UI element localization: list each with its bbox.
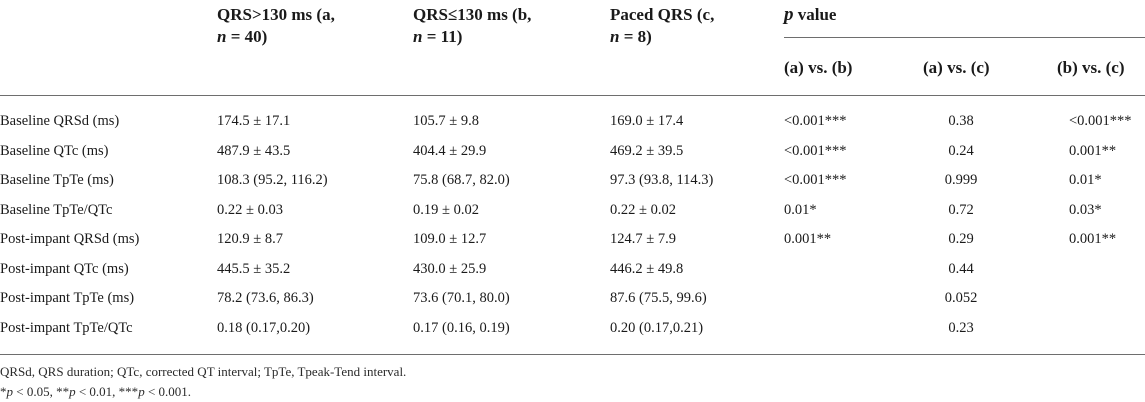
row-label: Post-impant TpTe/QTc <box>0 319 133 336</box>
row-label: Post-impant QRSd (ms) <box>0 231 140 247</box>
cell-col-a: 445.5 ± 35.2 <box>217 260 291 277</box>
row-label: Baseline TpTe/QTc <box>0 201 113 218</box>
row-label: Baseline QTc (ms) <box>0 142 109 159</box>
cell-col-c: 97.3 (93.8, 114.3) <box>610 172 714 188</box>
header-col-a-line2: n = 40) <box>217 27 268 46</box>
cell-a-vs-c: 0.29 <box>948 231 974 247</box>
subheader-b-vs-c: (b) vs. (c) <box>1057 58 1125 77</box>
cell-col-a: 120.9 ± 8.7 <box>217 231 283 247</box>
header-col-c-line1: Paced QRS (c, <box>610 5 715 24</box>
cell-col-a: 108.3 (95.2, 116.2) <box>217 172 328 188</box>
cell-b-vs-c: 0.001** <box>1069 231 1117 247</box>
cell-col-c: 446.2 ± 49.8 <box>610 260 684 277</box>
cell-a-vs-c: 0.999 <box>944 172 978 188</box>
header-pvalue: p value <box>784 4 837 25</box>
cell-a-vs-b: <0.001*** <box>784 113 847 129</box>
cell-col-a: 487.9 ± 43.5 <box>217 142 291 159</box>
cell-col-a: 78.2 (73.6, 86.3) <box>217 290 314 306</box>
cell-b-vs-c: 0.001** <box>1069 142 1117 159</box>
row-label: Baseline TpTe (ms) <box>0 172 114 188</box>
cell-col-a: 174.5 ± 17.1 <box>217 113 291 129</box>
cell-a-vs-b: 0.001** <box>784 231 832 247</box>
header-rule <box>0 95 1145 96</box>
cell-a-vs-c: 0.38 <box>948 113 974 129</box>
cell-a-vs-c: 0.23 <box>948 319 974 336</box>
row-label: Post-impant TpTe (ms) <box>0 290 135 306</box>
header-col-c-line2: n = 8) <box>610 27 652 46</box>
header-col-c: Paced QRS (c, n = 8) <box>610 4 714 48</box>
cell-col-b: 109.0 ± 12.7 <box>413 231 487 247</box>
pvalue-subheader-rule <box>784 37 1145 38</box>
header-col-b-line1: QRS≤130 ms (b, <box>413 5 532 24</box>
cell-col-c: 124.7 ± 7.9 <box>610 231 676 247</box>
row-label: Baseline QRSd (ms) <box>0 113 120 129</box>
cell-a-vs-c: 0.052 <box>944 290 978 306</box>
cell-a-vs-c: 0.44 <box>948 260 974 277</box>
cell-col-c: 169.0 ± 17.4 <box>610 113 684 129</box>
footnote-significance: *p < 0.05, **p < 0.01, ***p < 0.001. <box>0 384 192 399</box>
cell-col-b: 0.19 ± 0.02 <box>413 201 479 218</box>
cell-col-c: 0.22 ± 0.02 <box>610 201 676 218</box>
header-col-b: QRS≤130 ms (b, n = 11) <box>413 4 531 48</box>
footnote-abbreviations: QRSd, QRS duration; QTc, corrected QT in… <box>0 364 407 379</box>
cell-col-c: 469.2 ± 39.5 <box>610 142 684 159</box>
cell-col-b: 0.17 (0.16, 0.19) <box>413 319 510 336</box>
table-bottom-rule <box>0 354 1145 355</box>
cell-b-vs-c: 0.01* <box>1069 172 1102 188</box>
cell-col-b: 430.0 ± 25.9 <box>413 260 487 277</box>
header-col-b-line2: n = 11) <box>413 27 463 46</box>
cell-b-vs-c: <0.001*** <box>1069 113 1132 129</box>
cell-b-vs-c: 0.03* <box>1069 201 1102 218</box>
cell-col-a: 0.22 ± 0.03 <box>217 201 283 218</box>
cell-col-b: 75.8 (68.7, 82.0) <box>413 172 510 188</box>
cell-col-b: 73.6 (70.1, 80.0) <box>413 290 510 306</box>
cell-col-b: 105.7 ± 9.8 <box>413 113 479 129</box>
header-col-a: QRS>130 ms (a, n = 40) <box>217 4 335 48</box>
cell-a-vs-c: 0.24 <box>948 142 974 159</box>
cell-a-vs-b: <0.001*** <box>784 172 847 188</box>
row-label: Post-impant QTc (ms) <box>0 260 129 277</box>
cell-col-c: 87.6 (75.5, 99.6) <box>610 290 707 306</box>
cell-col-b: 404.4 ± 29.9 <box>413 142 487 159</box>
header-col-a-line1: QRS>130 ms (a, <box>217 5 335 24</box>
subheader-a-vs-c: (a) vs. (c) <box>923 58 990 77</box>
cell-col-c: 0.20 (0.17,0.21) <box>610 319 704 336</box>
cell-a-vs-b: <0.001*** <box>784 142 847 159</box>
cell-a-vs-c: 0.72 <box>948 201 974 218</box>
cell-a-vs-b: 0.01* <box>784 201 817 218</box>
subheader-a-vs-b: (a) vs. (b) <box>784 58 853 77</box>
cell-col-a: 0.18 (0.17,0.20) <box>217 319 311 336</box>
